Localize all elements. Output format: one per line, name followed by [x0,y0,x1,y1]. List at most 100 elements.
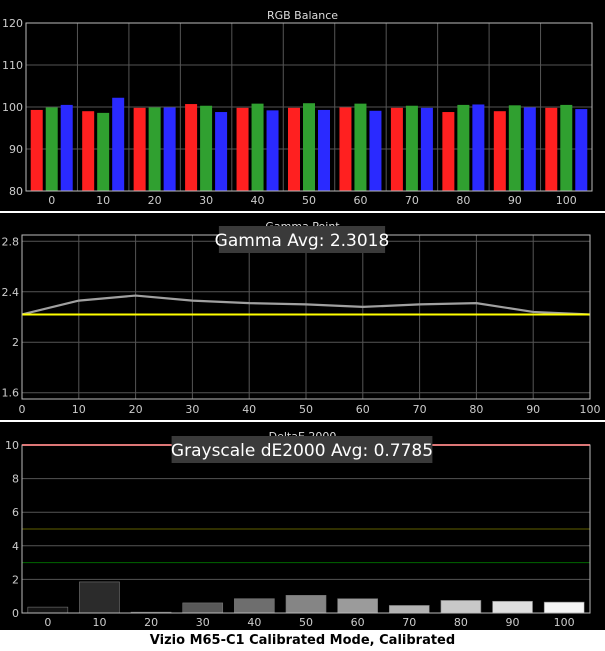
rgb-bar [390,107,403,191]
y-tick-label: 10 [5,439,19,452]
x-tick-label: 40 [251,194,265,207]
rgb-bar [523,107,536,191]
rgb-bar [60,104,73,191]
chart-annotation: Grayscale dE2000 Avg: 0.7785 [171,441,433,461]
x-tick-label: 20 [148,194,162,207]
rgb-bar [266,110,279,191]
x-tick-label: 10 [72,403,86,416]
rgb-bar [318,109,330,191]
delta-e-bar [27,606,69,614]
x-tick-label: 80 [469,403,483,416]
rgb-bar [442,112,455,191]
x-tick-label: 50 [299,403,313,416]
y-tick-label: 120 [2,17,23,30]
rgb-bar [185,104,198,191]
x-tick-label: 80 [454,616,468,629]
x-tick-label: 90 [508,194,522,207]
rgb-bar [82,111,95,191]
rgb-bar [560,104,573,191]
delta-e-bar [440,600,482,614]
rgb-bar [339,107,352,191]
y-tick-label: 80 [9,185,23,198]
plot-border [25,22,593,192]
x-tick-label: 60 [351,616,365,629]
rgb-bar [303,103,315,191]
x-tick-label: 30 [196,616,210,629]
rgb-bar [472,104,485,191]
x-tick-label: 10 [92,616,106,629]
x-tick-label: 0 [19,403,26,416]
x-tick-label: 50 [302,194,316,207]
annotation-box [218,226,386,253]
chart-panel-3: DeltaE 200002468100102030405060708090100… [0,422,605,630]
chart-panel-2: Gamma Point1.622.42.80102030405060708090… [0,213,605,420]
chart-panel-1: RGB Balance 80 90 100 110 120 0 10 20 30 40 50 60 70 8… [0,0,605,211]
y-tick-label: 2.4 [2,286,20,299]
y-tick-label: 90 [9,143,23,156]
y-tick-label: 100 [2,101,23,114]
rgb-bar [133,107,146,191]
y-tick-label: 2 [12,573,19,586]
rgb-bar [97,112,110,191]
x-tick-label: 70 [413,403,427,416]
y-tick-label: 4 [12,540,19,553]
delta-e-bar [543,601,585,614]
x-tick-label: 100 [556,194,577,207]
x-tick-label: 0 [44,616,51,629]
x-tick-label: 100 [580,403,601,416]
rgb-bar [215,112,228,191]
rgb-bar [251,103,264,191]
rgb-bar [148,107,161,191]
rgb-bar [354,103,367,191]
delta-e-bar [388,605,430,614]
x-tick-label: 100 [554,616,575,629]
gamma-measured-line [21,294,591,316]
x-tick-label: 90 [526,403,540,416]
x-tick-label: 0 [48,194,55,207]
rgb-bar [200,105,213,191]
rgb-bar [575,109,588,191]
rgb-bar [405,105,418,191]
y-tick-label: 0 [12,607,19,620]
x-tick-label: 70 [405,194,419,207]
x-tick-label: 30 [185,403,199,416]
delta-e-bar [79,581,120,614]
y-tick-label: 8 [12,473,19,486]
y-tick-label: 2 [12,336,19,349]
y-tick-label: 2.8 [2,235,20,248]
rgb-bar [369,110,382,191]
rgb-bar [420,107,433,191]
rgb-bar [457,104,470,191]
x-tick-label: 80 [456,194,470,207]
x-tick-label: 60 [356,403,370,416]
rgb-bar [45,107,58,191]
rgb-bar [508,105,521,191]
y-tick-label: 1.6 [2,387,20,400]
rgb-bar [545,107,558,191]
x-tick-label: 90 [506,616,520,629]
rgb-bar [236,107,249,191]
x-tick-label: 10 [96,194,110,207]
rgb-bar [288,107,300,191]
figure-caption: Vizio M65-C1 Calibrated Mode, Calibrated [0,630,605,651]
y-tick-label: 110 [2,59,23,72]
x-tick-label: 30 [199,194,213,207]
x-tick-label: 40 [242,403,256,416]
annotation-box [171,436,433,463]
x-tick-label: 70 [402,616,416,629]
chart-title: RGB Balance [267,9,338,22]
delta-e-bar [182,602,224,614]
rgb-bar [163,107,176,191]
y-tick-label: 6 [12,506,19,519]
x-tick-label: 20 [129,403,143,416]
chart-annotation: Gamma Avg: 2.3018 [215,231,390,251]
delta-e-bar [285,595,327,614]
delta-e-bar [234,598,275,614]
x-tick-label: 50 [299,616,313,629]
rgb-bar [30,109,43,191]
delta-e-bar [492,600,533,614]
rgb-bar [493,111,506,191]
x-tick-label: 40 [247,616,261,629]
